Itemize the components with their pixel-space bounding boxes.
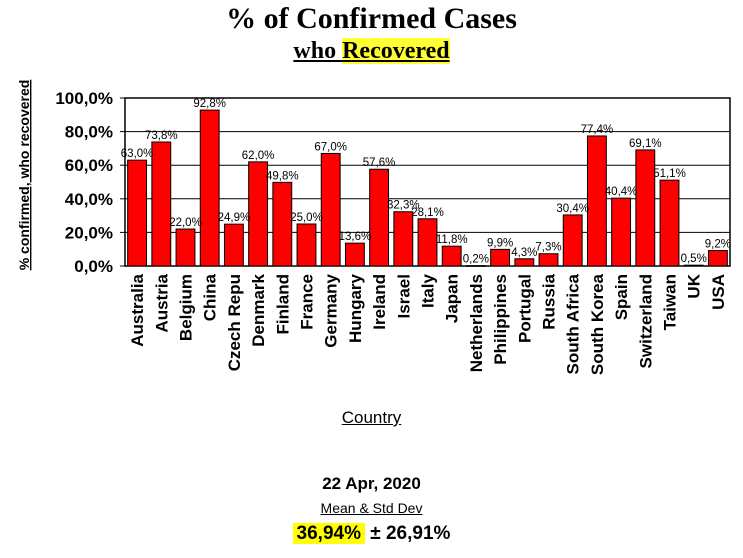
bar — [127, 159, 148, 267]
data-label: 25,0% — [290, 212, 323, 224]
bar — [635, 149, 656, 267]
bar-layer — [127, 109, 728, 267]
axis-layer: 0,0% 20,0% 40,0% 60,0% 80,0% 100,0% Australia A… — [55, 89, 728, 375]
stats-mean: 36,94% — [292, 523, 365, 544]
bar — [248, 161, 269, 267]
data-label: 30,4% — [556, 203, 589, 215]
x-tick-label: Portugal — [515, 274, 534, 343]
data-label: 4,3% — [511, 247, 537, 259]
bar — [659, 179, 680, 267]
bar — [369, 168, 390, 267]
x-tick-label: Hungary — [346, 273, 365, 343]
x-tick-label: Spain — [612, 274, 631, 320]
data-label: 0,5% — [681, 253, 707, 265]
bar — [272, 181, 293, 267]
y-tick-label: 100,0% — [55, 89, 113, 108]
bar — [514, 258, 535, 267]
subtitle-highlight: Recovered — [342, 38, 450, 64]
data-label: 28,1% — [411, 207, 444, 219]
x-tick-label: Belgium — [177, 274, 196, 341]
data-label: 77,4% — [581, 124, 614, 136]
x-tick-label: Taiwan — [661, 274, 680, 330]
bar — [538, 253, 559, 267]
stats-std: ± 26,91% — [370, 523, 451, 544]
data-label: 0,2% — [463, 254, 489, 266]
data-label: 69,1% — [629, 138, 662, 150]
bar — [490, 248, 511, 267]
data-label: 22,0% — [169, 217, 202, 229]
data-label-layer: 63,0% 73,8% 22,0% 92,8% 24,9% 62,0% 49,8% 25,0%… — [121, 98, 731, 266]
bar — [223, 223, 244, 267]
data-label: 62,0% — [242, 150, 275, 162]
data-label: 92,8% — [193, 98, 226, 110]
bar — [611, 197, 632, 267]
data-label: 49,8% — [266, 170, 299, 182]
x-tick-label: China — [201, 273, 220, 321]
data-label: 51,1% — [653, 168, 686, 180]
data-label: 7,3% — [535, 242, 561, 254]
bar — [344, 242, 365, 267]
x-tick-label: South Africa — [564, 273, 583, 374]
x-tick-label: Italy — [419, 273, 438, 308]
stats-row: 36,94% ± 26,91% — [0, 523, 743, 545]
x-tick-label: Australia — [128, 273, 147, 346]
bar — [465, 265, 486, 267]
data-label: 13,6% — [339, 231, 372, 243]
x-tick-label: USA — [709, 274, 728, 310]
bar — [393, 211, 414, 267]
date-label: 22 Apr, 2020 — [322, 474, 421, 493]
x-tick-label: Denmark — [249, 273, 268, 346]
bar — [441, 245, 462, 267]
y-axis-label: % confirmed, who recovered — [16, 80, 32, 271]
chart-title: % of Confirmed Cases — [226, 2, 517, 35]
x-tick-label: Netherlands — [467, 274, 486, 372]
bar — [707, 250, 728, 267]
bar — [199, 109, 220, 267]
x-tick-label: France — [298, 274, 317, 330]
x-tick-label: Ireland — [370, 274, 389, 330]
y-tick-label: 60,0% — [65, 156, 113, 175]
bar — [417, 218, 438, 267]
chart-subtitle: who Recovered — [0, 38, 743, 65]
data-label: 9,2% — [705, 239, 731, 251]
data-label: 73,8% — [145, 130, 178, 142]
stats-label: Mean & Std Dev — [320, 500, 423, 516]
y-tick-label: 80,0% — [65, 123, 113, 142]
y-tick-label: 40,0% — [65, 190, 113, 209]
x-tick-label: Finland — [273, 274, 292, 334]
subtitle-prefix: who — [293, 38, 343, 64]
x-axis-label: Country — [341, 408, 402, 427]
data-label: 67,0% — [314, 141, 347, 153]
data-label: 11,8% — [436, 234, 468, 246]
bar — [151, 141, 172, 267]
y-tick-label: 20,0% — [65, 223, 113, 242]
bar — [586, 135, 607, 267]
bar — [175, 228, 196, 267]
bar — [562, 214, 583, 267]
y-tick-label: 0,0% — [74, 257, 113, 276]
data-label: 24,9% — [218, 212, 251, 224]
x-tick-label: Israel — [394, 274, 413, 318]
data-label: 32,3% — [387, 200, 420, 212]
x-tick-label: Japan — [443, 274, 462, 323]
bar — [296, 223, 317, 267]
bar — [683, 264, 704, 267]
x-tick-label: South Korea — [588, 273, 607, 375]
x-tick-label: Germany — [322, 273, 341, 347]
x-tick-label: Austria — [152, 273, 171, 332]
x-tick-label: Philippines — [491, 274, 510, 365]
data-label: 40,4% — [605, 186, 638, 198]
x-tick-label: Russia — [540, 273, 559, 329]
x-tick-label: Czech Repu — [225, 274, 244, 371]
x-tick-label: UK — [685, 273, 704, 298]
data-label: 57,6% — [363, 157, 396, 169]
bar — [320, 152, 341, 267]
data-label: 9,9% — [487, 237, 513, 249]
data-label: 63,0% — [121, 148, 154, 160]
x-tick-label: Switzerland — [636, 274, 655, 368]
